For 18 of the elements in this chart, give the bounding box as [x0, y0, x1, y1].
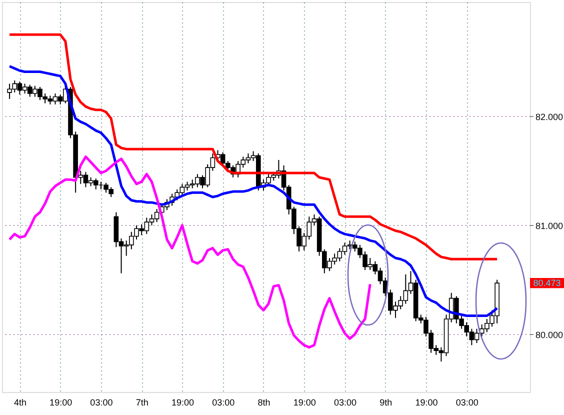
x-tick-label: 19:00 — [415, 398, 438, 408]
x-tick-label: 19:00 — [293, 398, 316, 408]
y-tick-label: 81.000 — [536, 220, 564, 231]
x-tick-label: 03:00 — [212, 398, 235, 408]
y-tick-label: 82.000 — [536, 112, 564, 122]
x-tick-label: 4th — [14, 398, 26, 408]
x-tick-label: 19:00 — [171, 398, 194, 408]
x-tick-label: 7th — [136, 398, 148, 408]
y-tick-label: 80.000 — [536, 330, 564, 340]
x-tick-label: 9th — [380, 398, 392, 408]
x-tick-label: 19:00 — [50, 398, 72, 408]
text: 80.473 — [533, 278, 561, 288]
x-tick-label: 03:00 — [90, 398, 113, 408]
x-tick-label: 03:00 — [334, 398, 356, 408]
x-tick-label: 8th — [258, 398, 270, 408]
x-tick-label: 03:00 — [456, 398, 478, 408]
line-series — [8, 33, 498, 260]
line-series — [8, 155, 372, 349]
